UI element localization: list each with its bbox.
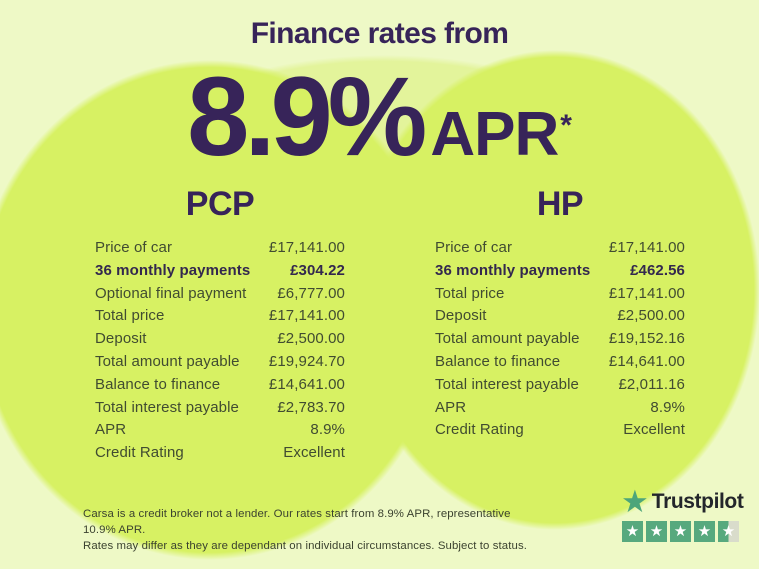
- hp-table: Price of car £17,141.00 36 monthly payment…: [435, 237, 685, 442]
- row-value: £17,141.00: [268, 307, 345, 325]
- row-label: Credit Rating: [435, 421, 524, 439]
- finance-row: Optional final payment £6,777.00: [95, 283, 345, 306]
- row-label: Price of car: [435, 239, 513, 256]
- row-value: £2,500.00: [277, 330, 345, 348]
- headline-rate: 8.9% APR *: [0, 51, 759, 183]
- row-value: £19,924.70: [268, 352, 345, 370]
- row-value: 8.9%: [310, 421, 345, 439]
- finance-row: Total price £17,141.00: [95, 305, 345, 328]
- banner-title: Finance rates from: [250, 17, 509, 50]
- row-label: Balance to finance: [95, 375, 221, 393]
- row-value: £2,011.16: [618, 375, 685, 393]
- row-value: Excellent: [623, 421, 685, 439]
- star-icon: ★: [625, 523, 640, 540]
- star-icon: ★: [649, 523, 664, 540]
- row-value: £462.56: [630, 261, 685, 279]
- rating-star-3: ★: [670, 521, 691, 542]
- finance-row: Deposit £2,500.00: [95, 328, 345, 351]
- trustpilot-logo: ★ Trustpilot: [621, 484, 744, 519]
- finance-row: Price of car £17,141.00: [435, 237, 685, 260]
- footnote-asterisk: *: [560, 109, 572, 142]
- pcp-heading: PCP: [185, 185, 255, 223]
- finance-row: 36 monthly payments £304.22: [95, 260, 345, 283]
- row-value: £14,641.00: [608, 352, 685, 370]
- trustpilot-star-icon: ★: [621, 484, 649, 519]
- row-label: Total interest payable: [95, 398, 239, 416]
- finance-row: APR 8.9%: [95, 419, 345, 442]
- row-label: 36 monthly payments: [435, 261, 591, 279]
- row-label: Total amount payable: [95, 352, 240, 370]
- row-label: APR: [435, 398, 467, 416]
- pcp-column: PCP Price of car £17,141.00 36 monthly pay…: [95, 186, 345, 465]
- row-value: £6,777.00: [277, 284, 345, 302]
- row-value: Excellent: [283, 444, 345, 462]
- row-label: Deposit: [435, 307, 487, 325]
- row-label: Price of car: [95, 239, 173, 256]
- finance-row: Balance to finance £14,641.00: [435, 351, 685, 374]
- row-label: APR: [95, 421, 127, 439]
- trustpilot-rating: ★ ★ ★ ★ ★: [622, 521, 739, 542]
- star-icon: ★: [721, 523, 736, 540]
- finance-row: 36 monthly payments £462.56: [435, 260, 685, 283]
- row-label: Total amount payable: [435, 330, 580, 348]
- row-label: Total price: [95, 307, 165, 325]
- finance-row: Credit Rating Excellent: [95, 442, 345, 465]
- disclaimer-line-1: Carsa is a credit broker not a lender. O…: [83, 508, 511, 536]
- row-value: £17,141.00: [608, 284, 685, 302]
- row-label: Balance to finance: [435, 352, 561, 370]
- rating-star-4: ★: [694, 521, 715, 542]
- row-value: £2,783.70: [277, 398, 345, 416]
- row-value: £2,500.00: [617, 307, 685, 325]
- finance-row: Deposit £2,500.00: [435, 305, 685, 328]
- legal-disclaimer: Carsa is a credit broker not a lender. O…: [83, 507, 533, 554]
- trustpilot-wordmark: Trustpilot: [651, 489, 744, 513]
- row-value: £304.22: [290, 261, 345, 279]
- row-value: £17,141.00: [268, 239, 345, 256]
- finance-row: Credit Rating Excellent: [435, 419, 685, 442]
- row-label: Deposit: [95, 330, 147, 348]
- pcp-table: Price of car £17,141.00 36 monthly payment…: [95, 237, 345, 465]
- finance-row: Total amount payable £19,152.16: [435, 328, 685, 351]
- row-label: 36 monthly payments: [95, 261, 251, 279]
- row-label: Total interest payable: [435, 375, 579, 393]
- rate-unit: APR: [430, 100, 559, 169]
- finance-row: APR 8.9%: [435, 397, 685, 420]
- finance-row: Balance to finance £14,641.00: [95, 374, 345, 397]
- row-value: £17,141.00: [608, 239, 685, 256]
- hp-column: HP Price of car £17,141.00 36 monthly paym…: [435, 186, 685, 442]
- rate-value: 8.9%: [187, 54, 427, 179]
- disclaimer-line-2: Rates may differ as they are dependant o…: [83, 539, 528, 552]
- rating-star-1: ★: [622, 521, 643, 542]
- finance-row: Total interest payable £2,011.16: [435, 374, 685, 397]
- row-value: £19,152.16: [608, 330, 685, 348]
- row-label: Optional final payment: [95, 284, 247, 302]
- star-icon: ★: [673, 523, 688, 540]
- finance-row: Total interest payable £2,783.70: [95, 397, 345, 420]
- rating-star-2: ★: [646, 521, 667, 542]
- row-value: £14,641.00: [268, 375, 345, 393]
- rating-star-5: ★: [718, 521, 739, 542]
- row-label: Credit Rating: [95, 444, 184, 462]
- star-icon: ★: [697, 523, 712, 540]
- row-label: Total price: [435, 284, 505, 302]
- finance-row: Total price £17,141.00: [435, 283, 685, 306]
- hp-heading: HP: [536, 185, 584, 223]
- finance-row: Price of car £17,141.00: [95, 237, 345, 260]
- finance-row: Total amount payable £19,924.70: [95, 351, 345, 374]
- row-value: 8.9%: [650, 398, 685, 416]
